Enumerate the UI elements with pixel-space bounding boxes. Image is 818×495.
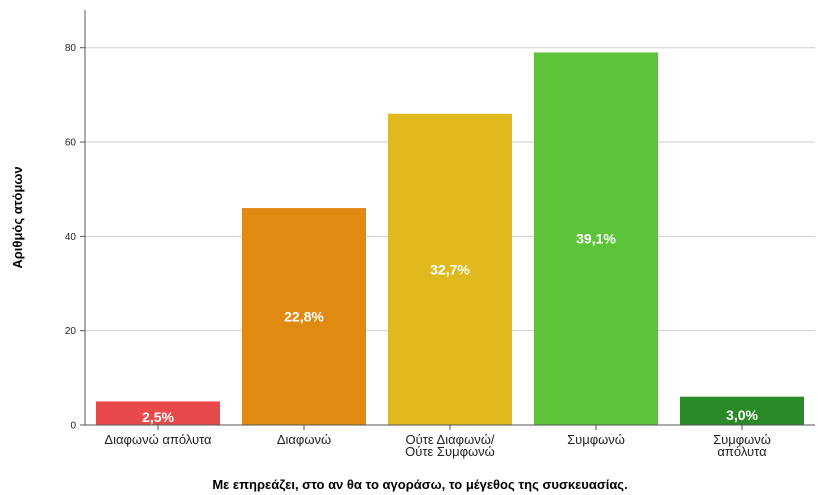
x-tick-label: Διαφωνώ απόλυτα <box>104 432 212 447</box>
bar-data-label: 2,5% <box>142 409 174 425</box>
x-tick-label: Ούτε Διαφωνώ/Ούτε Συμφωνώ <box>405 432 495 459</box>
bar-data-label: 3,0% <box>726 407 758 423</box>
bar <box>242 208 366 425</box>
bar-data-labels: 2,5% 22,8% 32,7% 39,1% 3,0% <box>142 231 758 425</box>
x-axis-title: Με επηρεάζει, στο αν θα το αγοράσω, το μ… <box>212 477 627 492</box>
x-tick-label: Συμφωνώ <box>567 432 625 447</box>
bar <box>388 113 512 425</box>
y-tick-label: 80 <box>65 43 77 54</box>
x-tick-label: Διαφωνώ <box>277 432 331 447</box>
x-tick-label: Συμφωνώ απόλυτα <box>713 432 771 459</box>
bar-data-label: 39,1% <box>576 231 616 247</box>
x-axis-categories: Διαφωνώ απόλυτα Διαφωνώ Ούτε Διαφωνώ/Ούτε … <box>104 425 771 459</box>
bar-data-label: 32,7% <box>430 261 470 277</box>
y-tick-label: 60 <box>65 138 77 149</box>
bar <box>96 401 220 425</box>
y-tick-label: 20 <box>65 326 77 337</box>
bar <box>680 396 804 425</box>
bar <box>534 52 658 426</box>
y-axis-ticks: 0 20 40 60 80 <box>65 43 85 432</box>
y-axis-title: Αριθμός ατόμων <box>10 166 25 268</box>
y-tick-label: 40 <box>65 232 77 243</box>
y-tick-label: 0 <box>70 421 76 432</box>
bar-data-label: 22,8% <box>284 309 324 325</box>
bars <box>96 52 804 426</box>
